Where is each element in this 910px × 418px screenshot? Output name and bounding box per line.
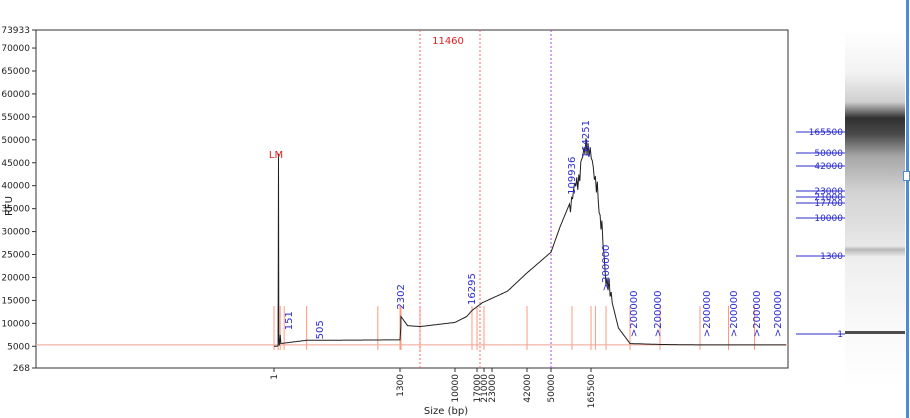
x-tick-label: 10000 bbox=[451, 374, 461, 403]
y-tick-label: 5000 bbox=[7, 342, 30, 352]
peak-label: >200000 bbox=[653, 291, 664, 338]
rfu-trace-line bbox=[274, 138, 786, 347]
ladder-size-label: 165500 bbox=[809, 128, 844, 138]
peak-label: 16295 bbox=[467, 273, 478, 305]
y-tick-label: 55000 bbox=[1, 113, 30, 123]
y-tick-label: 60000 bbox=[1, 90, 30, 100]
y-tick-label: 65000 bbox=[1, 67, 30, 77]
x-tick-label: 21000 bbox=[480, 374, 490, 403]
peak-label: >200000 bbox=[601, 245, 612, 292]
y-tick-label: 35000 bbox=[1, 205, 30, 215]
y-tick-label: 73933 bbox=[1, 26, 30, 36]
ladder-size-label: 1 bbox=[837, 330, 843, 340]
x-tick-label: 17000 bbox=[473, 374, 483, 403]
ladder-size-label: 1300 bbox=[820, 252, 843, 262]
plot-frame bbox=[35, 29, 789, 369]
x-tick-label: 50000 bbox=[547, 374, 557, 403]
x-tick-label: 42000 bbox=[523, 374, 533, 403]
y-tick-label: 40000 bbox=[1, 182, 30, 192]
ladder-size-label: 17700 bbox=[814, 199, 843, 209]
peak-label: 164251 bbox=[581, 120, 592, 158]
y-axis: 268 5000 10000 15000 20000 25000 30000 35000 400… bbox=[1, 26, 36, 374]
peak-label: >200000 bbox=[729, 291, 740, 338]
y-tick-label: 268 bbox=[13, 364, 30, 374]
x-tick-label: 23000 bbox=[488, 374, 498, 403]
ladder-size-label: 10000 bbox=[814, 214, 843, 224]
peak-label: >200000 bbox=[752, 291, 763, 338]
x-tick-label: 165500 bbox=[587, 374, 597, 409]
peak-label: >200000 bbox=[773, 291, 784, 338]
y-tick-label: 15000 bbox=[1, 296, 30, 306]
x-tick-label: 1 bbox=[270, 374, 280, 380]
x-axis-label: Size (bp) bbox=[424, 406, 468, 417]
peak-label: >200000 bbox=[629, 291, 640, 338]
ladder-size-label: 50000 bbox=[814, 149, 843, 159]
peak-label: 2302 bbox=[396, 284, 407, 309]
ladder-size-label: 21000 bbox=[814, 193, 843, 203]
window-edge bbox=[906, 0, 909, 418]
y-tick-label: 70000 bbox=[1, 44, 30, 54]
y-tick-label: 45000 bbox=[1, 159, 30, 169]
peak-label: >200000 bbox=[702, 291, 713, 338]
smear-marker-label: 11460 bbox=[432, 36, 464, 47]
rfu-trace bbox=[274, 138, 786, 347]
gel-marker-band bbox=[845, 331, 905, 334]
y-tick-label: 25000 bbox=[1, 251, 30, 261]
resize-handle[interactable] bbox=[903, 171, 910, 181]
x-tick-label: 1300 bbox=[396, 374, 406, 397]
y-tick-label: 50000 bbox=[1, 136, 30, 146]
y-axis-label: RFU bbox=[4, 196, 15, 216]
ladder-size-label: 23000 bbox=[814, 187, 843, 197]
y-tick-label: 20000 bbox=[1, 273, 30, 283]
y-tick-label: 10000 bbox=[1, 319, 30, 329]
peak-label: 151 bbox=[284, 311, 295, 330]
ladder-size-label: 42000 bbox=[814, 162, 843, 172]
peak-label: 505 bbox=[315, 320, 326, 339]
peak-label: 109936 bbox=[567, 157, 578, 195]
y-tick-label: 30000 bbox=[1, 228, 30, 238]
gel-lane bbox=[845, 30, 905, 390]
lower-marker-label: LM bbox=[269, 150, 283, 161]
gel-smear bbox=[845, 30, 905, 390]
